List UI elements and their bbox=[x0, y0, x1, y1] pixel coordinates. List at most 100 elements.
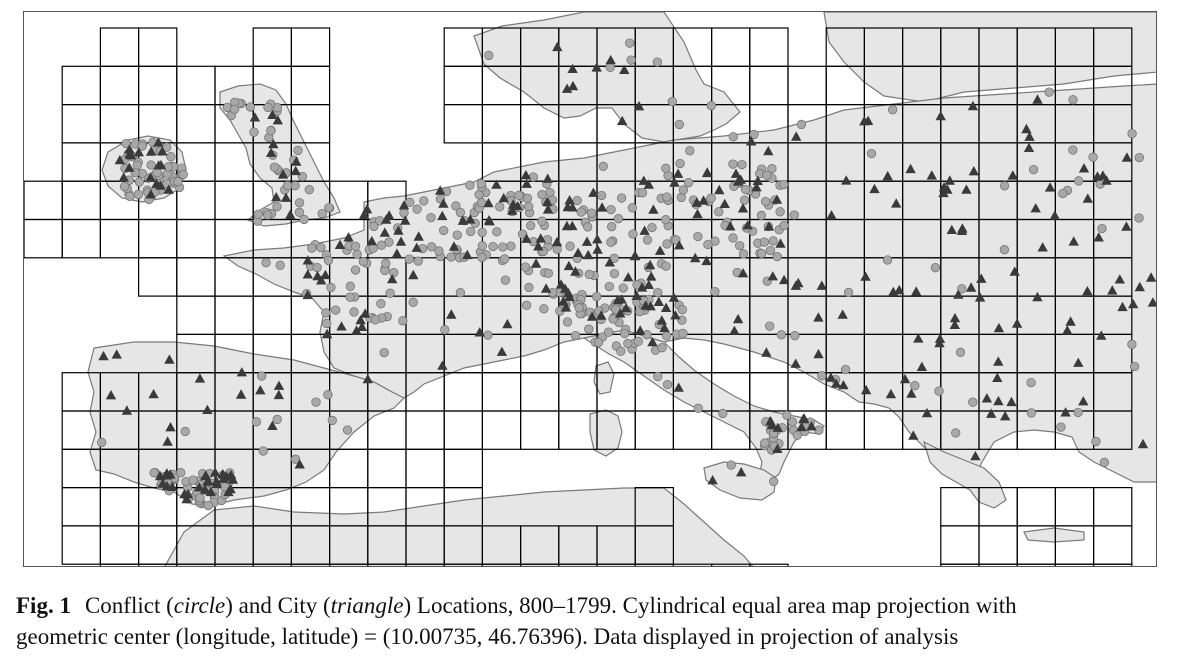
city-triangle bbox=[591, 62, 602, 72]
conflict-circle bbox=[661, 331, 672, 341]
conflict-circle bbox=[1026, 408, 1037, 418]
city-triangle bbox=[265, 147, 277, 157]
city-triangle bbox=[1128, 299, 1139, 309]
city-triangle bbox=[408, 269, 419, 280]
conflict-circle bbox=[587, 208, 597, 218]
conflict-circle bbox=[760, 196, 771, 207]
city-triangle bbox=[766, 419, 778, 430]
conflict-circle bbox=[574, 303, 584, 313]
city-triangle bbox=[302, 255, 313, 265]
city-triangle bbox=[483, 215, 495, 225]
conflict-circle bbox=[653, 287, 663, 298]
city-triangle bbox=[1121, 152, 1133, 162]
conflict-circle bbox=[440, 325, 450, 335]
city-triangle bbox=[564, 195, 575, 205]
city-triangle bbox=[157, 146, 168, 156]
conflict-circle bbox=[728, 132, 738, 142]
city-triangle bbox=[411, 242, 422, 252]
conflict-circle bbox=[324, 202, 334, 213]
conflict-circle bbox=[570, 330, 581, 341]
city-triangle bbox=[942, 184, 953, 194]
city-triangle bbox=[701, 255, 712, 266]
city-triangle bbox=[1062, 325, 1073, 335]
city-triangle bbox=[659, 322, 670, 333]
conflict-circle bbox=[642, 330, 652, 340]
conflict-circle bbox=[888, 105, 898, 115]
conflict-circle bbox=[263, 210, 273, 220]
city-triangle bbox=[381, 214, 392, 224]
conflict-circle bbox=[514, 190, 524, 200]
city-triangle bbox=[1007, 170, 1018, 180]
conflict-circle bbox=[526, 220, 536, 231]
city-triangle bbox=[631, 290, 642, 300]
conflict-circle bbox=[121, 138, 131, 149]
conflict-circle bbox=[321, 308, 331, 318]
conflict-circle bbox=[495, 202, 505, 212]
grid-cell bbox=[443, 563, 484, 566]
city-triangle bbox=[633, 101, 645, 111]
city-triangle bbox=[280, 192, 292, 202]
city-triangle bbox=[798, 413, 809, 424]
conflict-circle bbox=[703, 239, 713, 250]
city-triangle bbox=[670, 310, 681, 320]
city-triangle bbox=[521, 178, 532, 188]
conflict-circle bbox=[934, 386, 944, 396]
city-triangle bbox=[437, 360, 448, 370]
city-triangle bbox=[366, 235, 377, 246]
city-triangle bbox=[908, 430, 919, 440]
conflict-circle bbox=[524, 201, 534, 212]
city-triangle bbox=[457, 215, 469, 225]
city-triangle bbox=[725, 221, 736, 231]
conflict-markers bbox=[97, 38, 1144, 511]
grid-cell bbox=[978, 563, 1018, 566]
city-triangle bbox=[1134, 281, 1145, 292]
conflict-circle bbox=[710, 286, 720, 297]
city-triangle bbox=[806, 421, 817, 431]
conflict-circle bbox=[412, 204, 422, 214]
city-triangle bbox=[772, 443, 783, 453]
caption-circle-word: circle bbox=[173, 593, 226, 618]
city-triangle bbox=[435, 185, 446, 195]
city-triangle bbox=[926, 170, 937, 180]
conflict-circle bbox=[583, 222, 593, 232]
city-triangle bbox=[277, 169, 289, 179]
city-triangle bbox=[567, 80, 579, 91]
conflict-circle bbox=[607, 222, 617, 232]
land-north-africa bbox=[164, 487, 754, 566]
city-triangle bbox=[860, 384, 872, 395]
city-triangle bbox=[737, 268, 749, 278]
conflict-circle bbox=[446, 252, 456, 262]
city-triangle bbox=[592, 234, 603, 244]
caption-line-2: geometric center (longitude, latitude) =… bbox=[16, 624, 959, 649]
grid-cell bbox=[520, 563, 560, 566]
city-triangle bbox=[707, 475, 718, 485]
conflict-circle bbox=[317, 208, 327, 219]
city-triangle bbox=[105, 390, 117, 400]
conflict-circle bbox=[166, 152, 176, 162]
city-triangle bbox=[974, 292, 986, 302]
city-triangle bbox=[583, 249, 594, 260]
conflict-circle bbox=[598, 161, 608, 171]
city-triangle bbox=[617, 115, 628, 126]
conflict-circle bbox=[404, 254, 414, 264]
grid-cell bbox=[481, 563, 522, 566]
city-triangle bbox=[1049, 210, 1060, 220]
city-triangle bbox=[949, 312, 961, 323]
city-triangle bbox=[647, 337, 658, 347]
city-triangle bbox=[719, 198, 730, 208]
city-triangle bbox=[145, 189, 156, 199]
conflict-circle bbox=[1068, 95, 1078, 105]
grid-cell bbox=[749, 563, 789, 566]
city-triangle bbox=[690, 252, 701, 263]
city-triangle bbox=[1032, 291, 1043, 302]
conflict-circle bbox=[772, 252, 782, 262]
conflict-circle bbox=[765, 245, 776, 256]
conflict-circle bbox=[419, 196, 429, 206]
conflict-circle bbox=[134, 177, 145, 187]
city-markers bbox=[98, 41, 1156, 504]
land-sardinia bbox=[589, 409, 623, 457]
conflict-circle bbox=[1129, 361, 1140, 372]
city-triangle bbox=[1082, 286, 1093, 296]
city-triangle bbox=[796, 421, 807, 432]
city-triangle bbox=[732, 313, 744, 324]
